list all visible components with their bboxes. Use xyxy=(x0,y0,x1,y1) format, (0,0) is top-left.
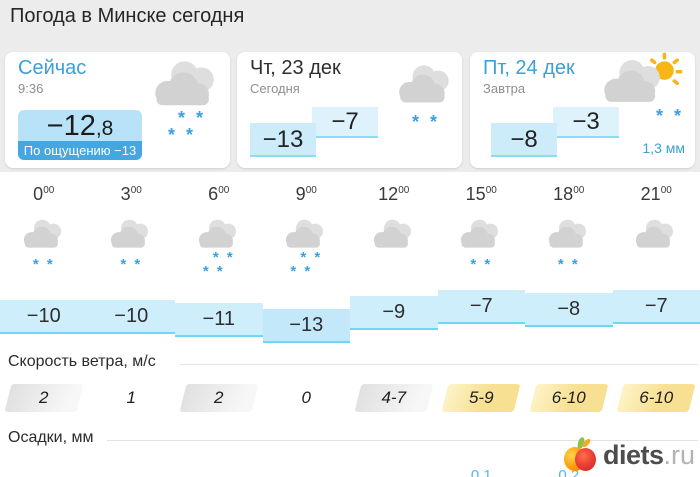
temperature-cell: −13 xyxy=(262,309,350,344)
snowflakes-icon: * * xyxy=(32,256,55,273)
current-temperature-block: −12,8 По ощущению −13 xyxy=(18,110,142,160)
wind-value: 4-7 xyxy=(350,384,438,414)
snowflakes-icon: * * xyxy=(655,106,684,126)
precip-section-label: Осадки, мм xyxy=(8,429,94,446)
temperature-cell: −10 xyxy=(87,299,175,334)
card-now-time: 9:36 xyxy=(18,81,44,96)
snow-cloud-icon xyxy=(390,64,462,115)
card-tomorrow-sublabel: Завтра xyxy=(483,81,526,96)
snowflakes-icon: * * xyxy=(120,256,143,273)
card-now-label: Сейчас xyxy=(18,57,87,79)
diets-ru-logo[interactable]: diets.ru xyxy=(563,436,695,473)
hour-label: 000 xyxy=(33,184,55,204)
wind-value: 6-10 xyxy=(613,384,700,414)
snow-cloud-icon xyxy=(263,219,351,258)
wind-section-label: Скорость ветра, м/с xyxy=(8,353,156,370)
snowflakes-icon: * * xyxy=(557,256,580,273)
day-temperature: −7 xyxy=(312,107,378,138)
hour-label: 2100 xyxy=(640,184,672,204)
cloud-icon xyxy=(350,219,438,258)
card-today-sublabel: Сегодня xyxy=(250,81,300,96)
brand-text: diets.ru xyxy=(602,439,695,470)
snow-cloud-icon xyxy=(0,219,88,258)
hour-label: 300 xyxy=(120,184,142,204)
snowflakes-icon: * * * * xyxy=(290,249,323,280)
cloud-icon xyxy=(613,219,700,258)
night-temperature: −13 xyxy=(250,123,316,157)
temperature-cell: −7 xyxy=(612,290,700,324)
sun-behind-cloud-icon xyxy=(593,52,685,115)
hour-label: 600 xyxy=(208,184,230,204)
hour-label: 900 xyxy=(295,184,317,204)
divider xyxy=(107,440,698,441)
hour-label: 1800 xyxy=(553,184,585,204)
snow-cloud-icon xyxy=(175,219,263,258)
current-temperature: −12,8 xyxy=(18,110,142,142)
snow-cloud-icon xyxy=(525,219,613,258)
wind-value: 5-9 xyxy=(438,384,526,414)
card-tomorrow[interactable]: Пт, 24 дек Завтра −3 −8 * * 1,3 мм xyxy=(470,52,695,168)
snowflakes-icon: * * xyxy=(470,256,493,273)
divider xyxy=(180,364,698,365)
hour-label: 1500 xyxy=(465,184,497,204)
temperature-cell: −9 xyxy=(350,296,438,331)
feels-like-label: По ощущению −13 xyxy=(18,141,142,160)
temperature-cell: −11 xyxy=(175,302,263,337)
wind-value: 1 xyxy=(126,388,136,407)
snowflakes-icon: * * * * xyxy=(202,249,235,280)
snow-cloud-icon xyxy=(438,219,526,258)
night-temperature: −8 xyxy=(491,123,557,157)
card-tomorrow-label: Пт, 24 дек xyxy=(483,57,575,79)
snow-cloud-icon xyxy=(145,60,229,119)
card-today[interactable]: Чт, 23 дек Сегодня −7 −13 * * xyxy=(237,52,462,168)
precip-amount: 1,3 мм xyxy=(642,140,685,156)
snowflakes-icon: * * xyxy=(411,112,440,132)
precip-value: 0,2 xyxy=(558,467,580,477)
temperature-cell: −8 xyxy=(525,293,613,328)
apple-logo-icon xyxy=(563,436,599,473)
wind-value: 2 xyxy=(175,384,263,414)
temperature-cell: −7 xyxy=(437,290,525,324)
wind-value: 0 xyxy=(301,388,311,407)
precip-value: 0,1 xyxy=(470,467,492,477)
card-now[interactable]: Сейчас 9:36 −12,8 По ощущению −13 * * * * xyxy=(5,52,230,168)
temperature-cell: −10 xyxy=(0,299,88,334)
card-today-label: Чт, 23 дек xyxy=(250,57,341,79)
day-temperature: −3 xyxy=(553,107,619,138)
snow-cloud-icon xyxy=(88,219,176,258)
wind-value: 2 xyxy=(0,384,88,414)
hour-label: 1200 xyxy=(378,184,410,204)
snowflakes-icon: * * * * xyxy=(167,108,206,145)
wind-value: 6-10 xyxy=(525,384,613,414)
page-title: Погода в Минске сегодня xyxy=(10,5,245,27)
